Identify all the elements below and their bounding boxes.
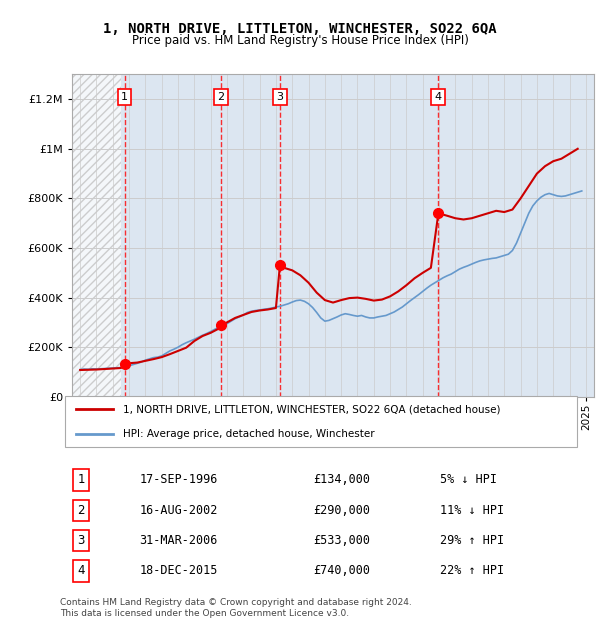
Text: 16-AUG-2002: 16-AUG-2002 — [139, 504, 218, 516]
Text: 31-MAR-2006: 31-MAR-2006 — [139, 534, 218, 547]
Text: 1: 1 — [77, 474, 85, 487]
FancyBboxPatch shape — [65, 397, 577, 447]
Text: £290,000: £290,000 — [313, 504, 370, 516]
Text: Contains HM Land Registry data © Crown copyright and database right 2024.
This d: Contains HM Land Registry data © Crown c… — [60, 598, 412, 618]
Text: 22% ↑ HPI: 22% ↑ HPI — [440, 564, 504, 577]
Bar — [72, 74, 121, 397]
Text: 4: 4 — [435, 92, 442, 102]
Text: 11% ↓ HPI: 11% ↓ HPI — [440, 504, 504, 516]
Text: 1, NORTH DRIVE, LITTLETON, WINCHESTER, SO22 6QA: 1, NORTH DRIVE, LITTLETON, WINCHESTER, S… — [103, 22, 497, 36]
Text: 5% ↓ HPI: 5% ↓ HPI — [440, 474, 497, 487]
Text: £740,000: £740,000 — [313, 564, 370, 577]
Text: £134,000: £134,000 — [313, 474, 370, 487]
Text: Price paid vs. HM Land Registry's House Price Index (HPI): Price paid vs. HM Land Registry's House … — [131, 34, 469, 47]
Text: £533,000: £533,000 — [313, 534, 370, 547]
Text: 2: 2 — [217, 92, 224, 102]
Text: 3: 3 — [277, 92, 283, 102]
Text: 3: 3 — [77, 534, 85, 547]
Text: 1: 1 — [121, 92, 128, 102]
Text: 17-SEP-1996: 17-SEP-1996 — [139, 474, 218, 487]
Text: 2: 2 — [77, 504, 85, 516]
Text: 1, NORTH DRIVE, LITTLETON, WINCHESTER, SO22 6QA (detached house): 1, NORTH DRIVE, LITTLETON, WINCHESTER, S… — [124, 404, 501, 414]
Text: 18-DEC-2015: 18-DEC-2015 — [139, 564, 218, 577]
Text: 29% ↑ HPI: 29% ↑ HPI — [440, 534, 504, 547]
Text: 4: 4 — [77, 564, 85, 577]
Text: HPI: Average price, detached house, Winchester: HPI: Average price, detached house, Winc… — [124, 429, 375, 439]
